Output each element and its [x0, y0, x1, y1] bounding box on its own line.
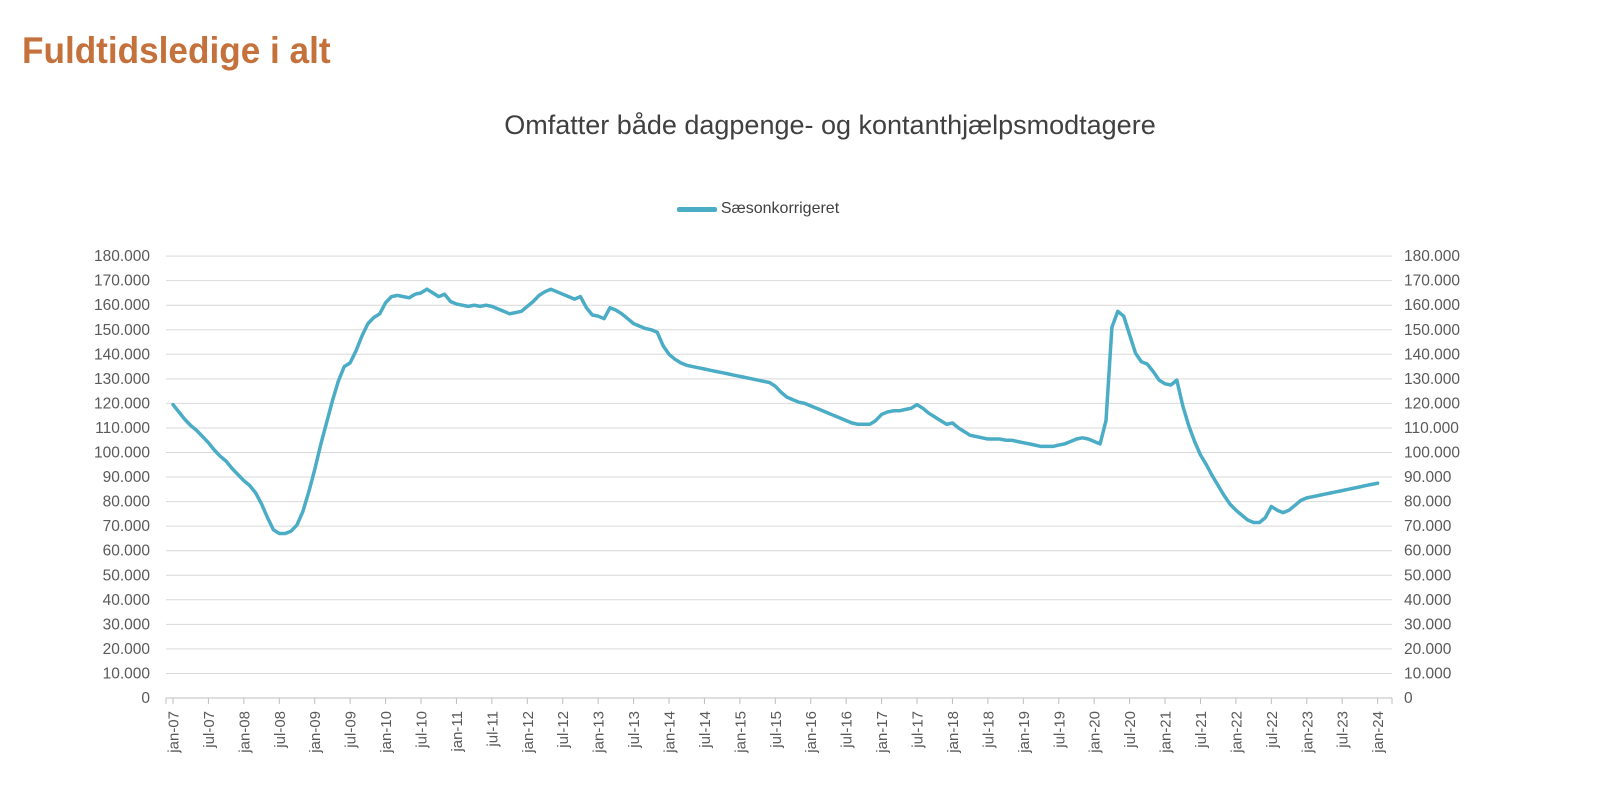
x-axis-label: jul-15: [768, 711, 785, 749]
x-axis-label: jul-14: [697, 711, 714, 749]
y-axis-label-right: 110.000: [1404, 420, 1459, 437]
page-title: Fuldtidsledige i alt: [22, 30, 331, 71]
x-axis-label: jul-22: [1264, 711, 1281, 749]
y-axis-label-left: 170.000: [94, 273, 150, 290]
y-axis-label-right: 70.000: [1404, 518, 1452, 535]
x-axis-label: jan-17: [874, 711, 891, 754]
y-axis-label-right: 50.000: [1404, 567, 1452, 584]
x-axis-label: jan-08: [236, 711, 253, 754]
y-axis-label-right: 140.000: [1404, 346, 1460, 363]
y-axis-label-left: 100.000: [94, 445, 150, 462]
y-axis-label-left: 160.000: [94, 297, 150, 314]
x-axis-label: jan-07: [166, 711, 183, 754]
series-line-saesonkorrigeret: [171, 287, 1380, 536]
y-axis-label-left: 140.000: [94, 346, 150, 363]
y-axis-label-left: 110.000: [95, 420, 150, 437]
x-axis-label: jul-21: [1193, 711, 1210, 749]
x-axis-label: jul-17: [910, 711, 927, 749]
x-axis-label: jul-20: [1122, 711, 1139, 749]
x-axis-label: jul-09: [343, 711, 360, 749]
y-axis-label-left: 130.000: [94, 371, 150, 388]
x-axis-label: jul-10: [414, 711, 431, 749]
y-axis-label-right: 150.000: [1404, 322, 1460, 339]
y-axis-label-right: 100.000: [1404, 445, 1460, 462]
x-axis-label: jan-24: [1370, 711, 1387, 754]
x-axis-label: jul-16: [839, 711, 856, 749]
x-axis-label: jan-21: [1158, 711, 1175, 754]
x-axis-label: jan-19: [1016, 711, 1033, 754]
y-axis-label-left: 30.000: [103, 616, 151, 633]
x-axis-label: jan-16: [803, 711, 820, 754]
y-axis-label-left: 150.000: [94, 322, 150, 339]
x-axis-label: jan-09: [307, 711, 324, 754]
x-axis-label: jul-12: [555, 711, 572, 749]
x-axis-label: jan-10: [378, 711, 395, 754]
y-axis-label-right: 80.000: [1404, 494, 1452, 511]
chart-legend: Sæsonkorrigeret: [608, 198, 908, 220]
y-axis-label-right: 60.000: [1404, 543, 1452, 560]
x-axis-label: jan-11: [449, 711, 466, 753]
y-axis-label-right: 20.000: [1404, 641, 1452, 658]
x-axis-label: jul-18: [980, 711, 997, 749]
x-axis-label: jan-14: [662, 711, 679, 754]
x-axis-label: jul-19: [1051, 711, 1068, 749]
chart-title: Omfatter både dagpenge- og kontanthjælps…: [504, 110, 1156, 140]
y-axis-label-left: 90.000: [103, 469, 151, 486]
y-axis-label-left: 20.000: [103, 641, 151, 658]
y-axis-label-left: 50.000: [103, 567, 151, 584]
x-axis-label: jan-22: [1228, 711, 1245, 754]
y-axis-label-left: 40.000: [103, 592, 151, 609]
x-axis-label: jul-08: [272, 711, 289, 749]
y-axis-label-left: 70.000: [103, 518, 151, 535]
x-axis-label: jul-07: [201, 711, 218, 749]
x-axis-label: jan-15: [732, 711, 749, 754]
x-axis-label: jan-18: [945, 711, 962, 754]
y-axis-label-right: 10.000: [1404, 665, 1452, 682]
y-axis-label-right: 90.000: [1404, 469, 1452, 486]
y-axis-label-left: 120.000: [94, 395, 150, 412]
legend-label: Sæsonkorrigeret: [720, 200, 840, 217]
y-axis-label-right: 160.000: [1404, 297, 1460, 314]
x-axis-label: jan-20: [1087, 711, 1104, 754]
legend-line-swatch: [676, 206, 717, 212]
x-axis-label: jul-23: [1335, 711, 1352, 749]
y-axis-label-left: 10.000: [103, 665, 151, 682]
y-axis-label-left: 180.000: [94, 248, 150, 265]
y-axis-label-right: 120.000: [1404, 395, 1460, 412]
y-axis-label-right: 40.000: [1404, 592, 1452, 609]
y-axis-label-right: 180.000: [1404, 248, 1460, 265]
y-axis-label-left: 80.000: [103, 494, 151, 511]
x-axis-label: jan-13: [591, 711, 608, 754]
x-axis-label: jul-13: [626, 711, 643, 749]
y-axis-label-right: 30.000: [1404, 616, 1452, 633]
x-axis-label: jul-11: [484, 711, 501, 748]
x-axis-label: jan-12: [520, 711, 537, 754]
y-axis-label-right: 130.000: [1404, 371, 1460, 388]
y-axis-label-left: 60.000: [103, 543, 151, 560]
y-axis-label-left: 0: [141, 690, 150, 707]
y-axis-label-right: 170.000: [1404, 273, 1460, 290]
x-axis-label: jan-23: [1299, 711, 1316, 754]
y-axis-label-right: 0: [1404, 690, 1413, 707]
